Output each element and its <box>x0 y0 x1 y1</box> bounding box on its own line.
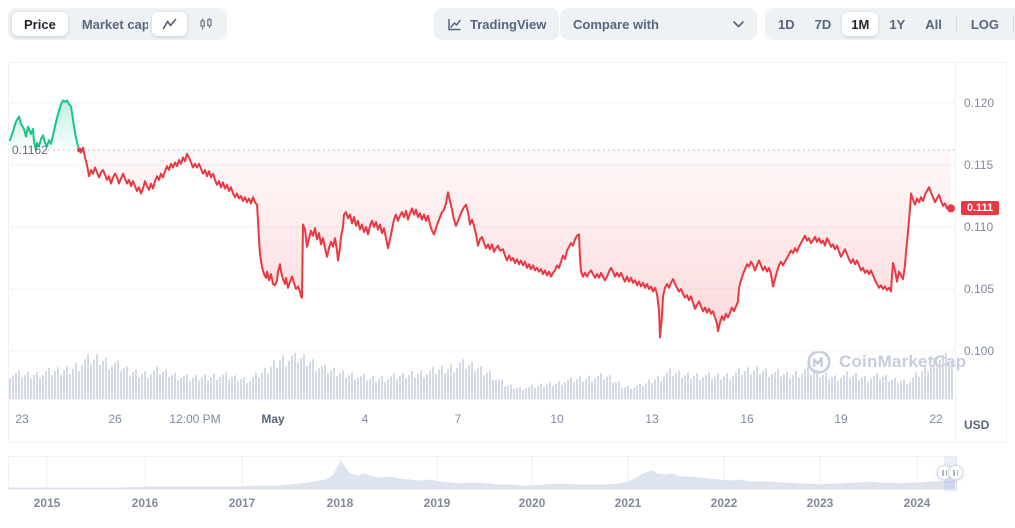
navigator-year-label: 2024 <box>903 496 931 510</box>
navigator-year-label: 2022 <box>710 496 738 510</box>
chart-type-toggle-group <box>148 8 227 40</box>
price-chart-plot-area[interactable] <box>10 62 955 400</box>
x-axis-tick: 10 <box>550 412 564 426</box>
navigator-year-label: 2018 <box>326 496 354 510</box>
x-axis-tick: 23 <box>15 412 29 426</box>
x-axis-tick: 7 <box>454 412 462 426</box>
x-axis-tick: 4 <box>361 412 369 426</box>
x-axis-tick: 13 <box>645 412 659 426</box>
log-scale-button[interactable]: LOG <box>962 12 1008 36</box>
timeline-navigator[interactable] <box>8 456 957 490</box>
y-axis-tick: 0.110 <box>964 220 994 234</box>
currency-unit-label: USD <box>964 418 990 432</box>
range-button-1m[interactable]: 1M <box>842 12 879 36</box>
range-button-7d[interactable]: 7D <box>806 12 841 36</box>
x-axis-tick: 22 <box>929 412 943 426</box>
navigator-year-label: 2015 <box>33 496 61 510</box>
x-axis-tick: May <box>261 412 285 426</box>
y-axis-tick: 0.115 <box>964 158 994 172</box>
last-price-badge: 0.111 <box>961 201 999 215</box>
divider <box>955 17 957 31</box>
tradingview-button[interactable]: TradingView <box>434 8 560 40</box>
candlestick-chart-type-button[interactable] <box>189 12 223 36</box>
navigator-year-label: 2017 <box>228 496 256 510</box>
navigator-year-label: 2019 <box>423 496 451 510</box>
chevron-down-icon <box>733 20 744 27</box>
x-axis-tick: 26 <box>108 412 122 426</box>
price-toggle-button[interactable]: Price <box>12 12 68 36</box>
range-button-1d[interactable]: 1D <box>769 12 804 36</box>
divider <box>1013 17 1015 31</box>
y-axis-tick: 0.100 <box>964 344 995 358</box>
y-axis-tick: 0.105 <box>964 282 995 296</box>
navigator-year-label: 2016 <box>131 496 159 510</box>
range-button-all[interactable]: All <box>916 12 951 36</box>
candlestick-icon <box>200 17 212 30</box>
range-button-1y[interactable]: 1Y <box>880 12 914 36</box>
x-axis-tick: 19 <box>834 412 848 426</box>
tradingview-label: TradingView <box>470 16 547 32</box>
navigator-year-label: 2021 <box>614 496 642 510</box>
x-axis-tick: 12:00 PM <box>169 412 221 426</box>
market-cap-toggle-button[interactable]: Market cap <box>70 12 162 36</box>
compare-with-label: Compare with <box>573 16 659 32</box>
line-chart-icon <box>162 18 177 30</box>
navigator-year-label: 2020 <box>518 496 546 510</box>
compare-with-dropdown[interactable]: Compare with <box>560 8 757 40</box>
tradingview-chart-icon <box>448 18 461 30</box>
y-axis-tick: 0.120 <box>964 96 995 110</box>
line-chart-type-button[interactable] <box>152 12 187 36</box>
time-range-group: 1D 7D 1M 1Y All LOG <box>765 8 1015 40</box>
view-toggle-group: Price Market cap <box>8 8 166 40</box>
navigator-handle-right[interactable] <box>948 465 963 480</box>
navigator-year-label: 2023 <box>806 496 834 510</box>
x-axis-tick: 16 <box>740 412 754 426</box>
